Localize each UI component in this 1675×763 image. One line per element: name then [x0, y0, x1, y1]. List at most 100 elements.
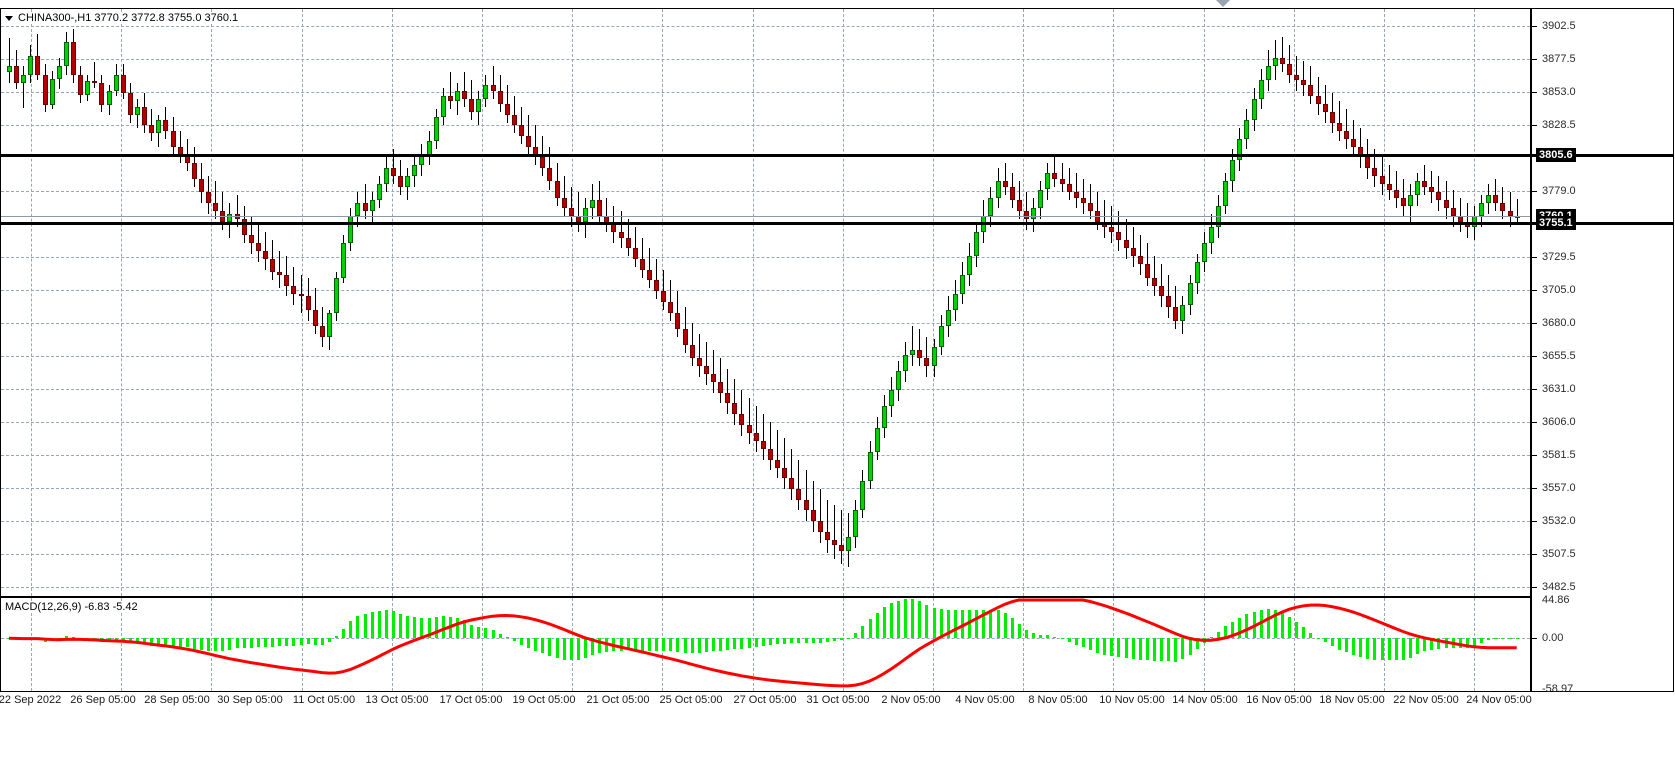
- macd-histogram-bar: [207, 638, 210, 651]
- macd-histogram-bar: [122, 638, 125, 641]
- candle-bullish: [967, 256, 972, 276]
- candle-bullish: [355, 202, 360, 217]
- candle-wick: [1026, 192, 1027, 230]
- macd-histogram-bar: [584, 638, 587, 658]
- candle-bearish: [1372, 168, 1377, 177]
- macd-histogram-bar: [1238, 617, 1241, 639]
- candle-bullish: [996, 181, 1001, 198]
- candle-wick: [1083, 178, 1084, 214]
- candle-wick: [564, 176, 565, 217]
- candle-wick: [784, 438, 785, 489]
- candle-bearish: [1067, 184, 1072, 193]
- candle-bullish: [1209, 226, 1214, 243]
- candle-wick: [841, 510, 842, 564]
- gridline-horizontal: [1, 355, 1530, 357]
- macd-histogram-bar: [933, 607, 936, 639]
- macd-histogram-bar: [72, 636, 75, 639]
- candle-bearish: [562, 197, 567, 209]
- macd-histogram-bar: [918, 601, 921, 639]
- price-level-line-support[interactable]: [1, 221, 1673, 225]
- price-scale[interactable]: 3902.5 3877.5 3853.0 3828.5 3779.0 3729.5 3705…: [1530, 9, 1673, 695]
- macd-histogram-bar: [1309, 632, 1312, 639]
- candle-wick: [1467, 202, 1468, 238]
- macd-histogram-bar: [1509, 638, 1512, 640]
- candle-bullish: [889, 390, 894, 407]
- price-scale-tick: [1532, 257, 1537, 259]
- candle-wick: [578, 192, 579, 233]
- price-level-line-close-marker[interactable]: [1, 216, 1530, 218]
- price-scale-label-highlight[interactable]: 3805.6: [1536, 148, 1576, 163]
- macd-histogram-bar: [257, 638, 260, 648]
- macd-histogram-bar: [1295, 622, 1298, 639]
- candle-bearish: [1316, 95, 1321, 104]
- candle-bullish: [853, 510, 858, 538]
- candle-wick: [1296, 55, 1297, 91]
- macd-histogram-bar: [406, 615, 409, 639]
- macd-histogram-bar: [278, 638, 281, 647]
- candle-bullish: [1180, 304, 1185, 321]
- time-axis-label: 18 Nov 05:00: [1319, 694, 1385, 706]
- candle-bearish: [1159, 285, 1164, 297]
- candle-bullish: [860, 481, 865, 511]
- candle-bullish: [455, 90, 460, 102]
- macd-histogram-bar: [413, 617, 416, 639]
- gridline-vertical: [1204, 598, 1205, 691]
- macd-histogram-bar: [221, 638, 224, 652]
- candle-wick: [663, 269, 664, 310]
- macd-histogram-bar: [342, 628, 345, 639]
- chevron-down-icon[interactable]: [5, 15, 13, 21]
- candle-bearish: [569, 208, 574, 217]
- candle-bearish: [1010, 186, 1015, 201]
- macd-pane[interactable]: MACD(12,26,9) -6.83 -5.42: [1, 598, 1530, 691]
- price-scale-label-highlight[interactable]: 3755.1: [1536, 215, 1576, 230]
- price-scale-tick: [1532, 25, 1537, 27]
- candle-bearish: [391, 168, 396, 177]
- gridline-vertical: [121, 9, 122, 596]
- macd-histogram-bar: [534, 638, 537, 651]
- macd-histogram-bar: [492, 630, 495, 639]
- macd-histogram-bar: [1039, 635, 1042, 639]
- candle-bearish: [924, 357, 929, 366]
- macd-histogram-bar: [527, 638, 530, 649]
- gridline-vertical: [121, 598, 122, 691]
- candle-bearish: [1060, 178, 1065, 185]
- macd-histogram-bar: [1501, 638, 1504, 640]
- candle-wick: [1090, 184, 1091, 219]
- candle-bearish: [398, 176, 403, 187]
- price-scale-tick: [1532, 323, 1537, 325]
- macd-histogram-bar: [1324, 638, 1327, 642]
- candle-bearish: [92, 81, 97, 84]
- time-axis-label: 30 Sep 05:00: [217, 694, 283, 706]
- macd-scale-tick: [1532, 638, 1537, 640]
- candle-wick: [720, 357, 721, 404]
- candle-bearish: [1145, 264, 1150, 278]
- candle-bearish: [611, 224, 616, 233]
- macd-histogram-bar: [1437, 638, 1440, 649]
- macd-histogram-bar: [954, 610, 957, 639]
- price-level-line-resistance[interactable]: [1, 154, 1673, 158]
- macd-histogram-bar: [1103, 638, 1106, 655]
- candle-bearish: [491, 85, 496, 91]
- macd-histogram-bar: [947, 609, 950, 639]
- price-scale-tick: [1532, 59, 1537, 61]
- candle-bearish: [547, 168, 552, 182]
- price-scale-tick: [1532, 289, 1537, 291]
- candle-bearish: [1017, 200, 1022, 211]
- candle-bearish: [1024, 210, 1029, 219]
- candle-bearish: [1152, 277, 1157, 286]
- scroll-position-marker-icon[interactable]: [1216, 0, 1230, 7]
- candle-bearish: [1323, 103, 1328, 112]
- candle-bearish: [263, 251, 268, 260]
- time-axis-label: 10 Nov 05:00: [1099, 694, 1165, 706]
- candle-wick: [621, 210, 622, 249]
- top-scroll-strip[interactable]: [0, 0, 1675, 8]
- candle-bearish: [206, 192, 211, 203]
- macd-histogram-bar: [321, 638, 324, 646]
- price-scale-label: 3507.5: [1542, 547, 1576, 560]
- price-pane[interactable]: [1, 9, 1530, 596]
- candle-bearish: [213, 202, 218, 211]
- candle-bearish: [99, 82, 104, 106]
- macd-histogram-bar: [712, 638, 715, 652]
- price-scale-label: 3631.0: [1542, 382, 1576, 395]
- gridline-horizontal: [1, 91, 1530, 93]
